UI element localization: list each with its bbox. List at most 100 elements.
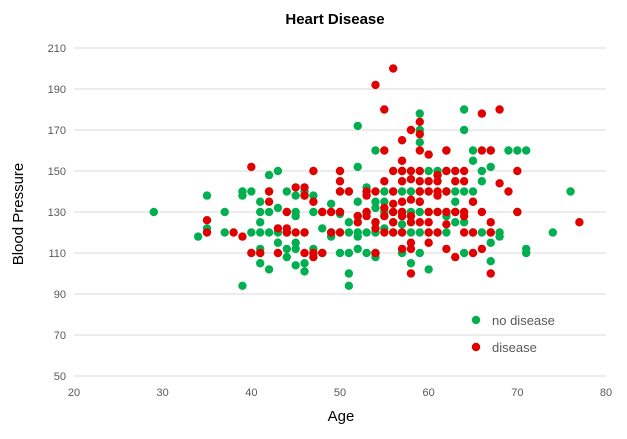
y-tick-label: 110 [48, 248, 66, 260]
data-point [548, 228, 557, 237]
data-point [459, 211, 469, 221]
data-point [406, 195, 416, 204]
data-point [415, 146, 424, 155]
data-point [486, 162, 495, 172]
data-point [264, 228, 274, 237]
data-point [442, 207, 451, 217]
data-point [202, 216, 212, 225]
data-point [256, 259, 265, 268]
data-point [247, 162, 256, 172]
data-point [353, 218, 362, 227]
data-point [415, 117, 424, 127]
data-point [300, 248, 309, 258]
data-point [477, 146, 487, 155]
data-point [477, 166, 487, 176]
data-point [397, 211, 407, 221]
data-point [442, 228, 451, 237]
data-point [371, 146, 380, 155]
data-point [291, 191, 300, 200]
data-point [202, 191, 212, 200]
data-point [415, 218, 424, 227]
data-point [326, 199, 336, 208]
data-point [344, 269, 354, 278]
data-point [389, 199, 398, 208]
data-point [424, 187, 433, 196]
data-point [371, 187, 380, 196]
legend-marker [471, 315, 481, 325]
data-point [371, 203, 380, 213]
data-point [362, 248, 371, 258]
data-point [335, 187, 345, 196]
data-point [264, 187, 274, 196]
data-point [344, 187, 354, 196]
y-tick-label: 190 [48, 84, 66, 96]
data-point [256, 228, 265, 237]
data-point [522, 146, 531, 155]
data-point [415, 187, 424, 196]
data-point [477, 228, 487, 237]
legend-marker [471, 342, 481, 352]
data-point [273, 238, 283, 247]
y-tick-label: 170 [48, 125, 66, 137]
data-point [335, 228, 345, 237]
data-point [202, 228, 212, 237]
data-point [247, 228, 256, 237]
data-point [424, 265, 433, 274]
data-point [477, 109, 487, 118]
data-point [442, 166, 451, 176]
data-point [264, 197, 274, 206]
data-point [273, 203, 283, 213]
x-tick-label: 80 [600, 387, 612, 399]
data-point [389, 166, 398, 176]
data-point [238, 232, 247, 241]
data-point [344, 228, 354, 237]
data-point [247, 248, 256, 258]
data-point [406, 187, 416, 196]
data-point [486, 218, 495, 227]
data-point [264, 207, 274, 217]
data-point [406, 228, 416, 237]
data-point [380, 228, 389, 237]
data-point [459, 125, 469, 135]
data-point [380, 146, 389, 155]
data-point [318, 248, 327, 258]
data-point [389, 207, 398, 217]
data-point [424, 207, 433, 217]
data-point [566, 187, 575, 196]
data-point [380, 197, 389, 206]
data-point [300, 191, 309, 200]
data-point [415, 197, 424, 206]
data-point [318, 224, 327, 233]
data-point [335, 248, 345, 258]
data-point [495, 232, 504, 241]
data-point [300, 228, 309, 237]
data-point [397, 197, 407, 206]
data-point [353, 211, 362, 221]
y-tick-label: 50 [54, 371, 66, 383]
data-point [424, 166, 433, 176]
data-point [442, 187, 451, 196]
data-point [459, 177, 469, 186]
data-point [371, 197, 380, 206]
data-point [335, 207, 345, 217]
data-point [380, 203, 389, 213]
data-point [459, 187, 469, 196]
data-point [397, 156, 407, 165]
data-point [415, 207, 424, 217]
data-point [522, 248, 531, 258]
data-point [486, 238, 495, 247]
data-point [389, 228, 398, 237]
data-point [451, 197, 460, 206]
data-point [495, 105, 504, 114]
data-point [353, 232, 362, 241]
y-tick-label: 150 [48, 166, 66, 178]
data-point [220, 207, 229, 217]
data-point [424, 150, 433, 159]
data-point [459, 248, 469, 258]
data-point [459, 105, 469, 114]
data-point [397, 177, 407, 186]
data-point [415, 228, 424, 237]
legend: no disease disease [471, 313, 555, 355]
data-point [291, 238, 300, 247]
x-tick-label: 60 [423, 387, 435, 399]
